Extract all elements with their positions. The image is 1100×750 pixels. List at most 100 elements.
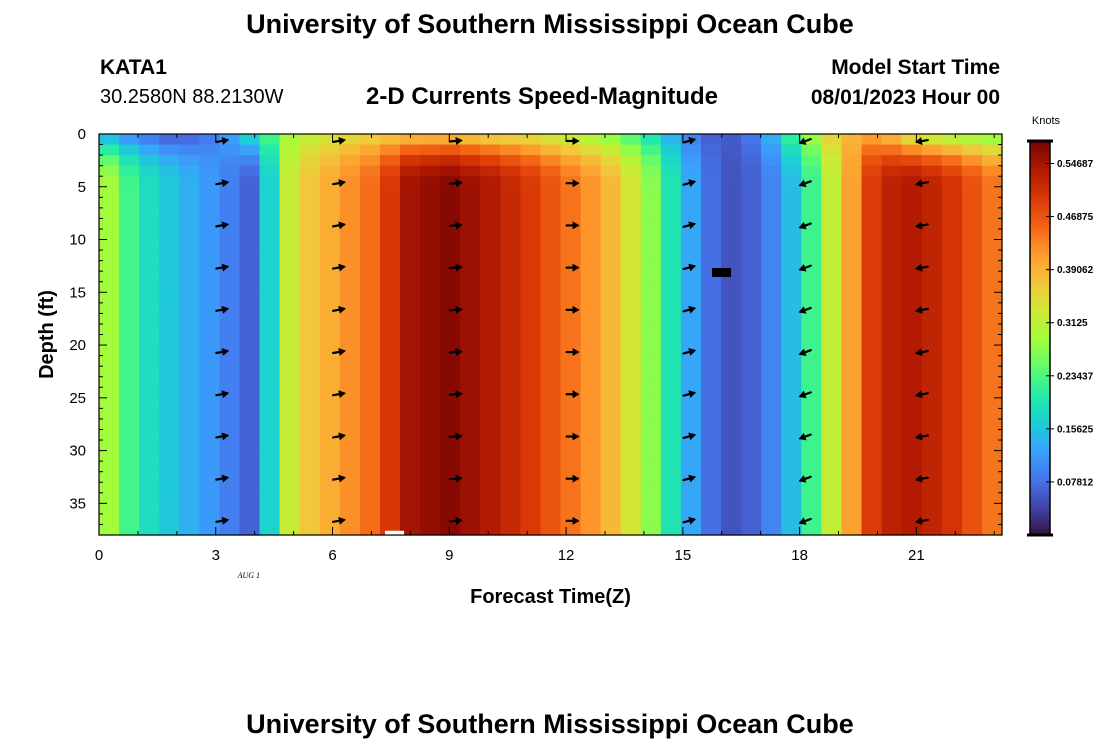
heatmap-cell <box>400 218 421 230</box>
heatmap-cell <box>660 440 682 452</box>
heatmap-cell <box>199 334 220 346</box>
heatmap-cell <box>440 345 461 357</box>
heatmap-cell <box>520 492 542 504</box>
colorbar-segment <box>1030 426 1050 431</box>
heatmap-cell <box>941 260 963 272</box>
heatmap-cell <box>821 271 843 283</box>
heatmap-cell <box>660 155 682 167</box>
heatmap-cell <box>159 250 180 262</box>
heatmap-cell <box>420 450 441 462</box>
heatmap-cell <box>420 271 441 283</box>
heatmap-cell <box>219 503 241 515</box>
heatmap-cell <box>981 323 1003 336</box>
heatmap-cell <box>199 450 220 462</box>
heatmap-cell <box>319 155 341 167</box>
heatmap-cell <box>881 176 903 188</box>
heatmap-cell <box>99 513 120 526</box>
heatmap-cell <box>861 207 883 220</box>
heatmap-cell <box>339 471 361 483</box>
heatmap-cell <box>339 323 361 336</box>
heatmap-cell <box>881 513 903 526</box>
heatmap-cell <box>520 345 542 357</box>
heatmap-cell <box>660 197 682 209</box>
heatmap-cell <box>299 302 321 314</box>
heatmap-cell <box>339 176 361 188</box>
x-axis: 0 3 6 9 12 15 18 21 <box>95 134 995 564</box>
heatmap-cell <box>339 482 361 494</box>
current-arrow <box>682 474 697 483</box>
heatmap-cell <box>640 155 662 167</box>
heatmap-cell <box>319 271 341 283</box>
heatmap-cell <box>881 134 903 146</box>
heatmap-cell <box>600 313 622 325</box>
heatmap-cell <box>660 461 682 473</box>
heatmap-cell <box>721 218 742 230</box>
heatmap-cell <box>460 260 481 272</box>
heatmap-cell <box>279 134 301 146</box>
colorbar-segment <box>1030 163 1050 168</box>
heatmap-cell <box>239 513 261 526</box>
heatmap-cell <box>239 323 261 336</box>
heatmap-cell <box>239 461 261 473</box>
heatmap-cell <box>460 281 481 293</box>
heatmap-cell <box>761 524 782 536</box>
heatmap-cell <box>701 387 722 399</box>
heatmap-cell <box>500 482 521 494</box>
heatmap-cell <box>520 239 542 251</box>
heatmap-cell <box>560 450 582 462</box>
heatmap-cell <box>620 281 642 293</box>
heatmap-cell <box>540 165 562 177</box>
colorbar-segment <box>1030 259 1050 264</box>
colorbar-segment <box>1030 347 1050 352</box>
heatmap-cell <box>159 345 180 357</box>
heatmap-cell <box>480 397 501 409</box>
heatmap-cell <box>159 228 180 241</box>
heatmap-cell <box>620 260 642 272</box>
heatmap-cell <box>480 345 501 357</box>
current-arrow <box>332 474 346 483</box>
heatmap-cell <box>159 197 180 209</box>
heatmap-cell <box>560 155 582 167</box>
arrow-head <box>455 516 463 525</box>
heatmap-cell <box>319 260 341 272</box>
heatmap-cell <box>781 271 802 283</box>
heatmap-cell <box>259 461 281 473</box>
heatmap-cell <box>560 165 582 177</box>
heatmap-cell <box>379 250 401 262</box>
heatmap-cell <box>119 387 140 399</box>
heatmap-cell <box>560 513 582 526</box>
current-arrow <box>914 432 929 441</box>
heatmap-cell <box>359 197 381 209</box>
y-tick-label: 25 <box>69 390 86 407</box>
heatmap-cell <box>560 323 582 336</box>
heatmap-cell <box>981 503 1003 515</box>
heatmap-cell <box>540 471 562 483</box>
heatmap-cell <box>179 292 200 304</box>
heatmap-cell <box>379 450 401 462</box>
heatmap-cell <box>319 450 341 462</box>
heatmap-cell <box>741 345 762 357</box>
heatmap-cell <box>921 281 943 293</box>
heatmap-cell <box>901 503 923 515</box>
colorbar-segment <box>1030 144 1050 149</box>
heatmap-cell <box>239 440 261 452</box>
heatmap-cell <box>941 218 963 230</box>
heatmap-cell <box>841 239 863 251</box>
colorbar-segment <box>1030 262 1050 267</box>
heatmap-cell <box>680 397 702 409</box>
heatmap-cell <box>480 165 501 177</box>
heatmap-cell <box>620 397 642 409</box>
heatmap-cell <box>219 323 241 336</box>
heatmap-cell <box>159 239 180 251</box>
heatmap-cell <box>821 207 843 220</box>
heatmap-cell <box>440 313 461 325</box>
heatmap-cell <box>821 228 843 241</box>
heatmap-cell <box>921 408 943 420</box>
heatmap-cell <box>99 524 120 536</box>
heatmap-cell <box>821 524 843 536</box>
heatmap-cell <box>741 176 762 188</box>
arrow-head <box>688 432 697 441</box>
heatmap-cell <box>259 155 281 167</box>
heatmap-cell <box>781 461 802 473</box>
heatmap-cell <box>119 134 140 146</box>
